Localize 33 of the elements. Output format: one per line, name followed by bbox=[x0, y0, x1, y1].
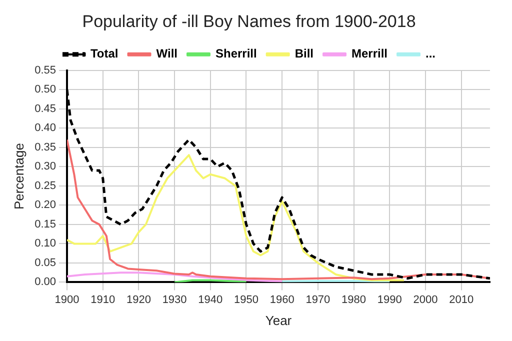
y-tick-label: 0.15 bbox=[34, 218, 56, 230]
x-tick-label: 1990 bbox=[377, 294, 402, 306]
legend-label: Total bbox=[90, 46, 118, 61]
x-tick-label: 1910 bbox=[90, 294, 116, 306]
x-tick-label: 1900 bbox=[54, 294, 80, 306]
x-tick-label: 1980 bbox=[342, 294, 366, 306]
x-tick-label: 1950 bbox=[234, 294, 258, 306]
y-tick-label: 0.10 bbox=[34, 238, 56, 250]
y-tick-label: 0.30 bbox=[34, 160, 56, 173]
x-axis-title: Year bbox=[265, 312, 292, 328]
y-tick-label: 0.55 bbox=[34, 64, 56, 76]
y-tick-label: 0.45 bbox=[34, 102, 56, 115]
legend-label: Bill bbox=[294, 46, 314, 61]
y-axis-title: Percentage bbox=[11, 143, 26, 210]
y-tick-label: 0.00 bbox=[34, 276, 56, 288]
y-tick-label: 0.20 bbox=[34, 199, 56, 212]
y-tick-label: 0.50 bbox=[34, 84, 56, 96]
legend-label: ... bbox=[426, 46, 436, 61]
chart-title: Popularity of -ill Boy Names from 1900-2018 bbox=[82, 12, 416, 31]
legend-label: Will bbox=[156, 46, 178, 61]
x-tick-label: 1970 bbox=[306, 294, 330, 306]
x-tick-label: 1940 bbox=[198, 294, 223, 306]
y-tick-label: 0.05 bbox=[34, 256, 56, 269]
y-tick-label: 0.25 bbox=[34, 180, 56, 192]
x-tick-label: 2010 bbox=[449, 294, 474, 306]
x-tick-label: 2000 bbox=[413, 294, 438, 306]
y-tick-label: 0.40 bbox=[34, 122, 56, 134]
x-tick-label: 1960 bbox=[270, 294, 294, 306]
x-tick-label: 1930 bbox=[162, 294, 187, 306]
legend-label: Merrill bbox=[352, 46, 388, 61]
legend-label: Sherrill bbox=[215, 46, 257, 61]
x-tick-label: 1920 bbox=[126, 294, 151, 306]
y-tick-label: 0.35 bbox=[34, 141, 56, 154]
